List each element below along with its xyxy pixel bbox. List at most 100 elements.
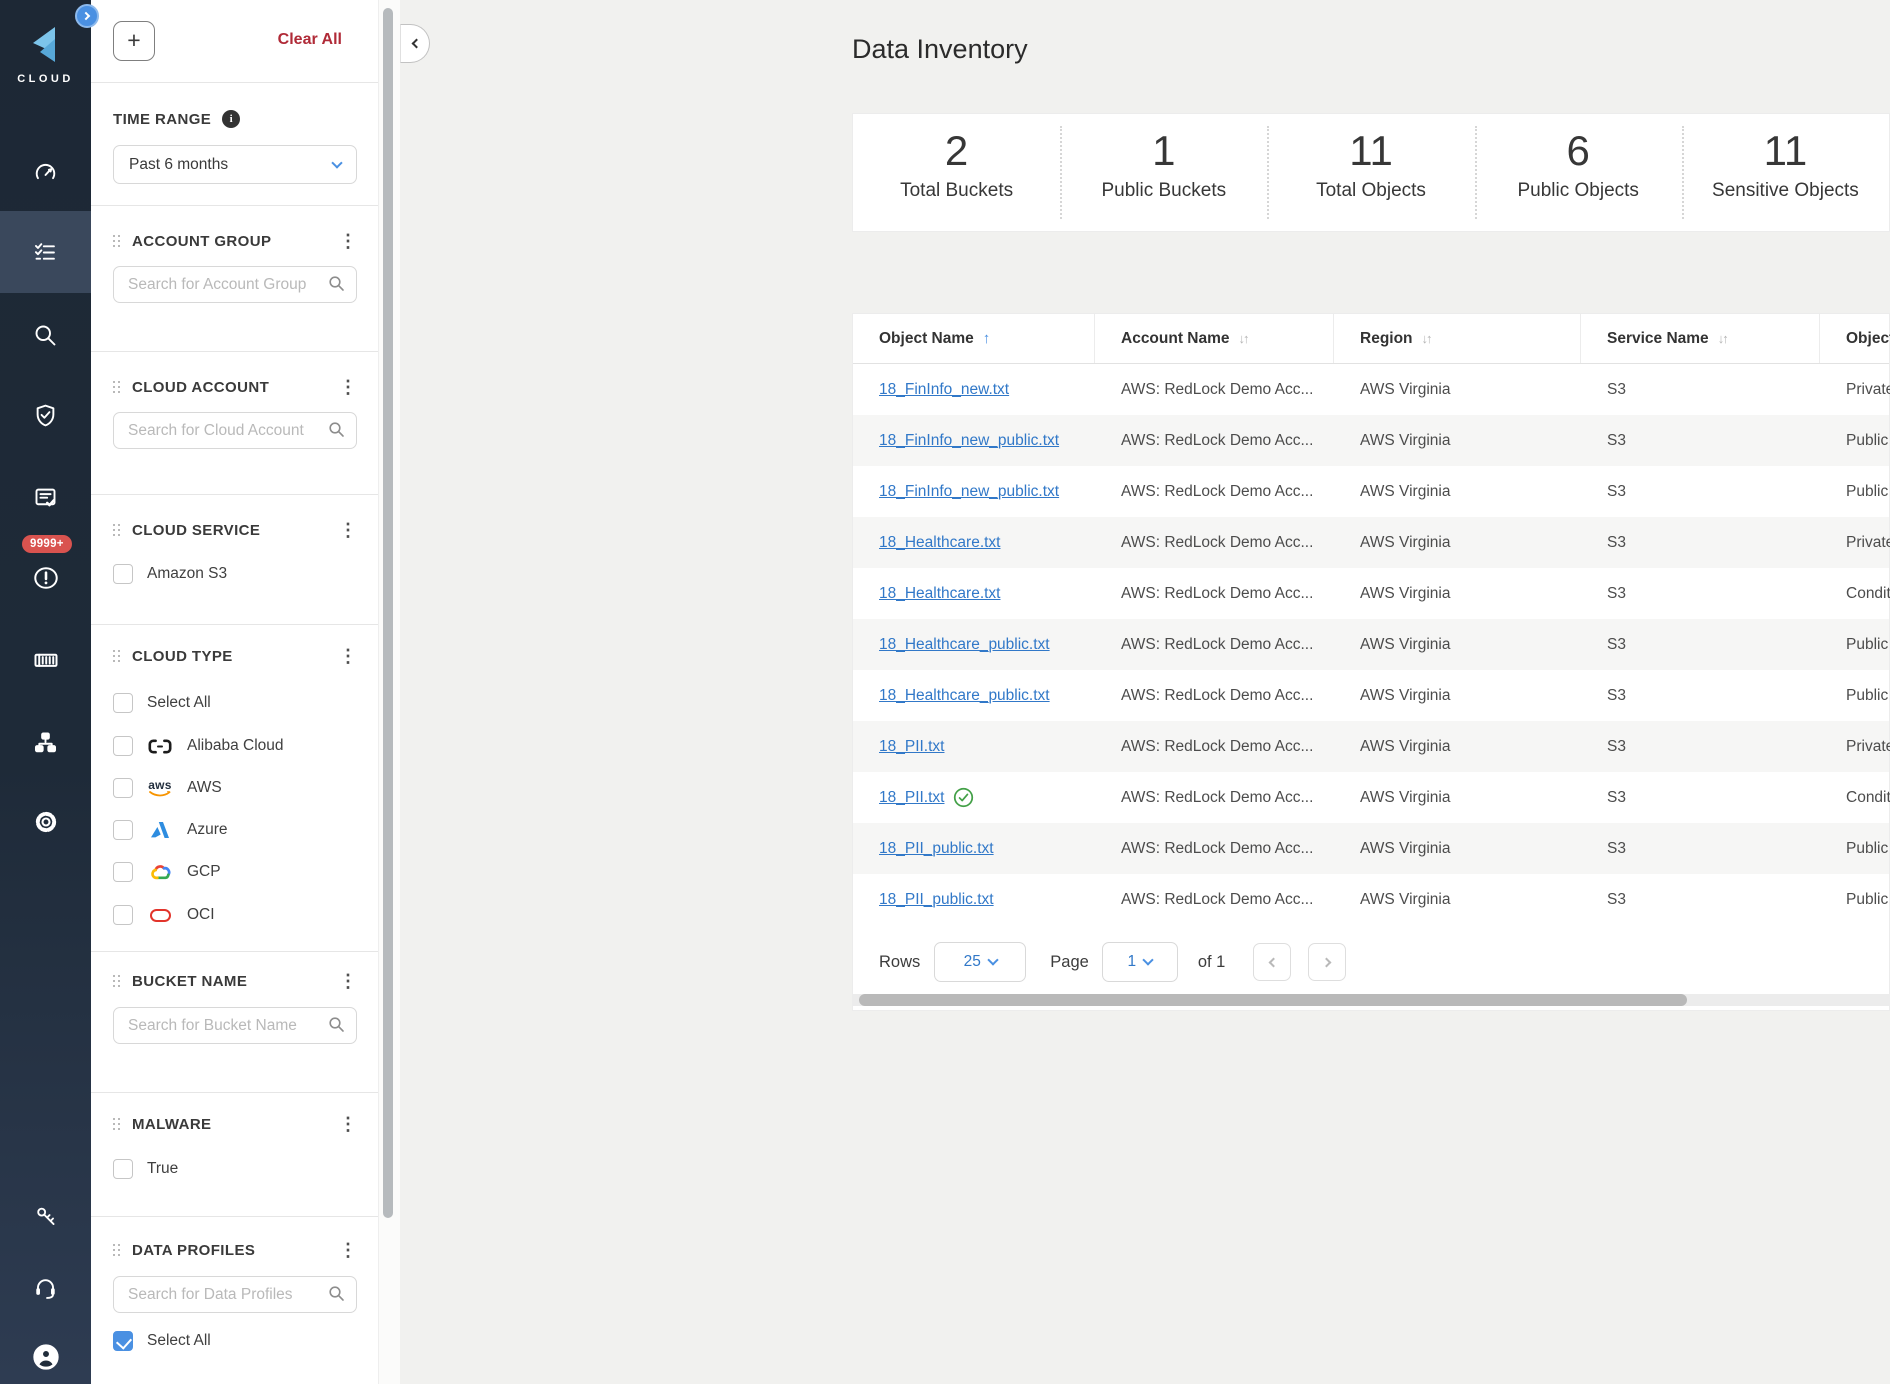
- object-name-link[interactable]: 18_FinInfo_new.txt: [879, 380, 1010, 398]
- gcp-logo-icon: [147, 864, 173, 881]
- drag-handle-icon[interactable]: [113, 234, 121, 248]
- table-row: 18_Healthcare_public.txt AWS: RedLock De…: [853, 670, 1889, 721]
- drag-handle-icon[interactable]: [113, 1117, 121, 1131]
- expand-panel-button[interactable]: [75, 4, 99, 28]
- cloud-account-search-input[interactable]: [113, 412, 357, 449]
- page-number-select[interactable]: 1: [1101, 942, 1178, 982]
- rows-per-page-select[interactable]: 25: [934, 942, 1027, 982]
- account-group-search-input[interactable]: [113, 266, 357, 303]
- cloud-type-select-all-checkbox[interactable]: [113, 693, 133, 713]
- reports-icon: [35, 488, 56, 506]
- amazon-s3-checkbox[interactable]: [113, 564, 133, 584]
- table-row: 18_PII.txt AWS: RedLock Demo Acc... AWS …: [853, 721, 1890, 772]
- column-header-account-name[interactable]: Account Name ↓↑: [1095, 314, 1334, 363]
- kebab-menu-icon[interactable]: ⋮: [339, 377, 357, 397]
- oci-label: OCI: [187, 906, 215, 923]
- object-exposure-cell: Private: [1846, 380, 1890, 398]
- gcp-checkbox[interactable]: [113, 862, 133, 882]
- collapse-filter-panel-button[interactable]: [400, 24, 430, 63]
- panel-scrollbar-thumb[interactable]: [383, 8, 393, 1218]
- sidebar-item-settings[interactable]: [0, 781, 91, 863]
- alibaba-cloud-checkbox[interactable]: [113, 736, 133, 756]
- previous-page-button[interactable]: [1253, 943, 1292, 981]
- sidebar-item-compliance[interactable]: [0, 374, 91, 456]
- object-name-link[interactable]: 18_Healthcare_public.txt: [879, 635, 1050, 653]
- sidebar-item-reports[interactable]: [0, 456, 91, 538]
- drag-handle-icon[interactable]: [113, 1243, 121, 1257]
- sidebar-item-compute[interactable]: [0, 619, 91, 701]
- add-filter-button[interactable]: +: [113, 21, 155, 61]
- stat-value: 6: [1566, 127, 1590, 174]
- horizontal-scrollbar-thumb[interactable]: [859, 994, 1687, 1006]
- sidebar-item-search[interactable]: [0, 294, 91, 376]
- aws-checkbox[interactable]: [113, 778, 133, 798]
- service-name-cell: S3: [1607, 737, 1626, 755]
- object-name-link[interactable]: 18_PII_public.txt: [879, 839, 994, 857]
- column-header-object-name[interactable]: Object Name ↑: [853, 314, 1095, 363]
- time-range-select[interactable]: Past 6 months: [113, 145, 357, 184]
- inventory-checklist-icon: [34, 242, 55, 260]
- kebab-menu-icon[interactable]: ⋮: [339, 646, 357, 666]
- settings-gear-icon: [35, 811, 56, 833]
- sidebar-item-network[interactable]: [0, 701, 91, 783]
- sidebar-item-profile[interactable]: [0, 1316, 91, 1384]
- bucket-name-search-input[interactable]: [113, 1007, 357, 1044]
- sidebar-item-inventory[interactable]: [0, 211, 91, 293]
- app-sidebar: CLOUD 9999+: [0, 0, 91, 1384]
- service-name-cell: S3: [1607, 890, 1626, 908]
- oci-checkbox[interactable]: [113, 905, 133, 925]
- object-name-link[interactable]: 18_Healthcare.txt: [879, 533, 1001, 551]
- table-row: 18_Healthcare.txt AWS: RedLock Demo Acc.…: [853, 517, 1890, 568]
- kebab-menu-icon[interactable]: ⋮: [339, 1114, 357, 1134]
- sidebar-item-access-keys[interactable]: [0, 1176, 91, 1258]
- chevron-right-icon: [81, 11, 91, 21]
- region-cell: AWS Virginia: [1360, 737, 1451, 755]
- data-profiles-search-input[interactable]: [113, 1276, 357, 1313]
- object-name-link[interactable]: 18_PII_public.txt: [879, 890, 994, 908]
- column-header-service-name[interactable]: Service Name ↓↑: [1581, 314, 1820, 363]
- sort-icon: ↓↑: [1421, 331, 1433, 346]
- drag-handle-icon[interactable]: [113, 380, 121, 394]
- column-header-region[interactable]: Region ↓↑: [1334, 314, 1581, 363]
- compliance-shield-icon: [36, 404, 55, 426]
- region-cell: AWS Virginia: [1360, 533, 1451, 551]
- account-name-cell: AWS: RedLock Demo Acc...: [1121, 686, 1314, 704]
- table-row: 18_PII_public.txt AWS: RedLock Demo Acc.…: [853, 874, 1889, 925]
- object-name-link[interactable]: 18_PII.txt: [879, 737, 945, 755]
- stat-label: Sensitive Objects: [1712, 180, 1859, 202]
- drag-handle-icon[interactable]: [113, 974, 121, 988]
- object-name-link[interactable]: 18_FinInfo_new_public.txt: [879, 482, 1060, 500]
- clear-all-filters-button[interactable]: Clear All: [277, 31, 342, 48]
- malware-true-checkbox[interactable]: [113, 1159, 133, 1179]
- data-profiles-select-all-checkbox[interactable]: [113, 1331, 133, 1351]
- sidebar-item-dashboard[interactable]: [0, 131, 91, 213]
- sidebar-item-alerts[interactable]: [0, 537, 91, 619]
- drag-handle-icon[interactable]: [113, 649, 121, 663]
- sidebar-item-support[interactable]: [0, 1246, 91, 1328]
- column-label: Region: [1360, 329, 1413, 347]
- table-body: 18_FinInfo_new.txt AWS: RedLock Demo Acc…: [853, 364, 1890, 925]
- kebab-menu-icon[interactable]: ⋮: [339, 1240, 357, 1260]
- object-name-link[interactable]: 18_PII.txt: [879, 788, 945, 806]
- filter-toolbar: + Clear All: [91, 0, 378, 83]
- account-name-cell: AWS: RedLock Demo Acc...: [1121, 380, 1314, 398]
- object-name-link[interactable]: 18_Healthcare_public.txt: [879, 686, 1050, 704]
- next-page-button[interactable]: [1308, 943, 1347, 981]
- horizontal-scrollbar-track: [853, 994, 1889, 1006]
- kebab-menu-icon[interactable]: ⋮: [339, 231, 357, 251]
- drag-handle-icon[interactable]: [113, 523, 121, 537]
- object-name-link[interactable]: 18_Healthcare.txt: [879, 584, 1001, 602]
- azure-checkbox[interactable]: [113, 820, 133, 840]
- gcp-label: GCP: [187, 863, 221, 880]
- page-number-value: 1: [1127, 953, 1137, 970]
- account-name-cell: AWS: RedLock Demo Acc...: [1121, 890, 1314, 908]
- service-name-cell: S3: [1607, 533, 1626, 551]
- time-range-title: TIME RANGE: [113, 110, 212, 128]
- kebab-menu-icon[interactable]: ⋮: [339, 520, 357, 540]
- kebab-menu-icon[interactable]: ⋮: [339, 971, 357, 991]
- search-icon: [35, 325, 56, 345]
- object-name-link[interactable]: 18_FinInfo_new_public.txt: [879, 431, 1060, 449]
- table-row: 18_FinInfo_new.txt AWS: RedLock Demo Acc…: [853, 364, 1890, 415]
- column-header-object-exposure[interactable]: Object Exposure ↓↑: [1820, 314, 1890, 363]
- account-group-title: ACCOUNT GROUP: [132, 232, 272, 250]
